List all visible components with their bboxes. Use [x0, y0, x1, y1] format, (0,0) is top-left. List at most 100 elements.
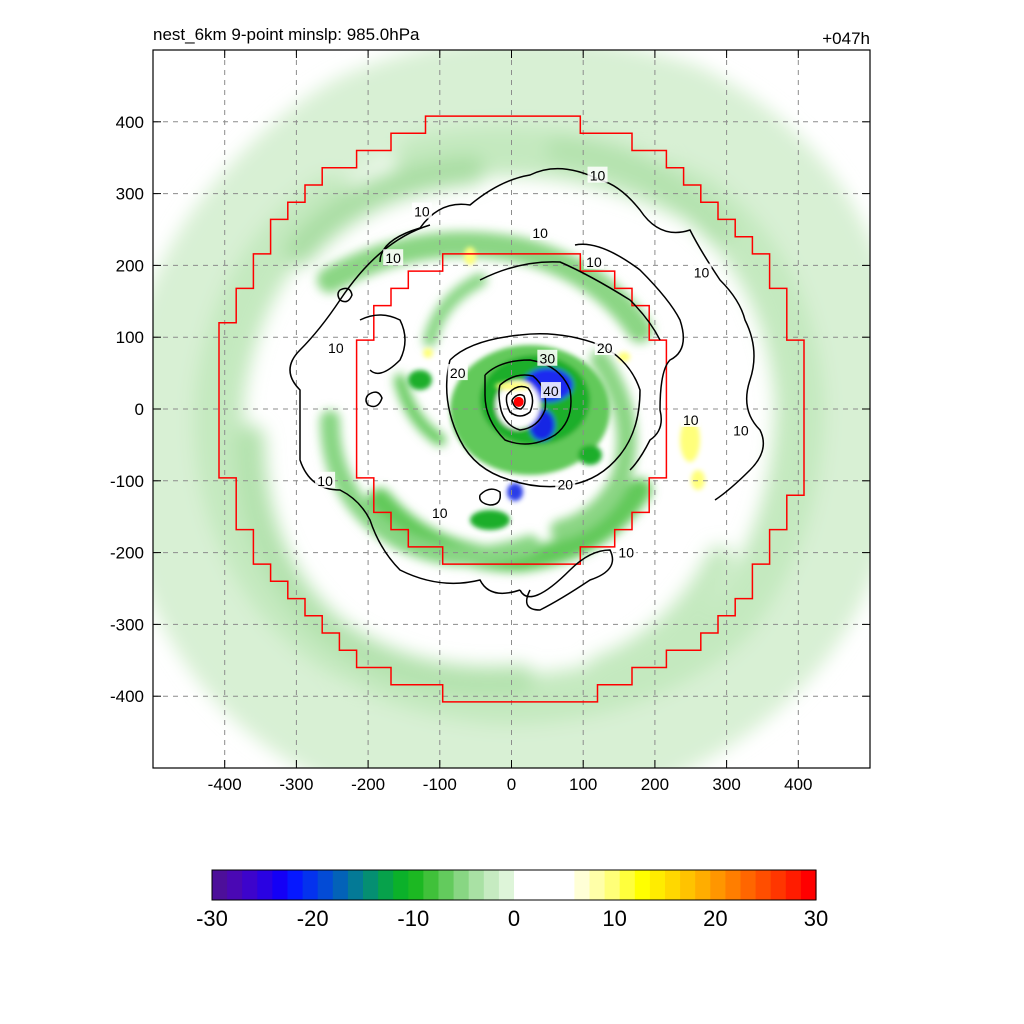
- colorbar-swatch: [740, 870, 757, 900]
- x-axis-tick-labels: -400 -300 -200 -100 0 100 200 300 400: [208, 775, 813, 794]
- colorbar-frame: [211, 869, 817, 901]
- contour-label-bg: [383, 249, 404, 266]
- colorbar-swatch: [257, 870, 273, 900]
- contour-label-bg: [530, 224, 551, 241]
- y-tick-label: 200: [116, 256, 144, 275]
- contour-label: 20: [557, 476, 573, 492]
- contour-10-lower: [519, 549, 614, 611]
- contour-label: 10: [317, 473, 333, 489]
- y-tick-label: 0: [135, 400, 144, 419]
- contour-label-bg: [325, 338, 346, 355]
- axis-ticks: [153, 50, 870, 768]
- y-tick-label: 100: [116, 328, 144, 347]
- contour-label: 10: [432, 505, 448, 521]
- colorbar-swatch: [393, 870, 409, 900]
- inner-nest-boundary: [355, 253, 668, 565]
- colorbar-swatch: [272, 870, 289, 900]
- colorbar-swatch: [242, 870, 258, 900]
- colorbar: [211, 869, 817, 901]
- contour-label: 10: [385, 250, 401, 266]
- colorbar-label: -20: [297, 906, 329, 931]
- y-tick-label: -300: [110, 615, 144, 634]
- contour-10-center: [479, 261, 661, 341]
- colorbar-swatch: [287, 870, 304, 900]
- center-dot: [513, 396, 524, 407]
- contour-label: 10: [694, 265, 710, 281]
- contour-label-bg: [447, 364, 468, 381]
- colorbar-label: 20: [703, 906, 727, 931]
- contour-label-bg: [730, 421, 751, 438]
- contour-label: 20: [450, 365, 466, 381]
- x-tick-label: 0: [507, 775, 516, 794]
- contour-label: 10: [618, 545, 634, 561]
- colorbar-label: -10: [397, 906, 429, 931]
- colorbar-swatch: [649, 870, 666, 900]
- contour-label-bg: [429, 504, 450, 521]
- contour-inner-1: [505, 385, 534, 417]
- colorbar-swatch: [363, 870, 379, 900]
- x-tick-label: 300: [712, 775, 740, 794]
- contour-10-left: [289, 224, 521, 595]
- contour-20: [445, 333, 641, 488]
- x-tick-label: -400: [208, 775, 242, 794]
- colorbar-swatch: [302, 870, 319, 900]
- colorbar-swatch: [438, 870, 455, 900]
- colorbar-label: -30: [196, 906, 228, 931]
- contour-label: 10: [586, 254, 602, 270]
- y-tick-label: -100: [110, 472, 144, 491]
- contour-label: 10: [328, 340, 344, 356]
- contour-label: 10: [414, 204, 430, 220]
- colorbar-swatch: [680, 870, 696, 900]
- colorbar-swatch: [408, 870, 424, 900]
- colorbar-swatch: [800, 870, 817, 900]
- contour-10-right: [574, 243, 685, 471]
- colorbar-swatch: [483, 870, 500, 900]
- y-tick-label: 400: [116, 113, 144, 132]
- colorbar-label: 0: [508, 906, 520, 931]
- contour-loop-1: [478, 488, 502, 506]
- contour-label: 30: [540, 351, 556, 367]
- colorbar-swatch: [785, 870, 802, 900]
- x-tick-label: -100: [423, 775, 457, 794]
- x-tick-label: -200: [351, 775, 385, 794]
- contour-label-bg: [680, 410, 701, 427]
- contour-40: [498, 374, 547, 431]
- colorbar-swatch: [604, 870, 621, 900]
- outer-nest-boundary: [218, 115, 805, 703]
- contour-inner-2: [511, 393, 526, 410]
- contour-label: 10: [590, 168, 606, 184]
- contour-label: 10: [683, 412, 699, 428]
- colorbar-swatch: [529, 870, 545, 900]
- colorbar-swatch: [498, 870, 515, 900]
- y-tick-label: -200: [110, 544, 144, 563]
- colorbar-swatch: [755, 870, 772, 900]
- contour-label: 10: [532, 225, 548, 241]
- x-tick-label: -300: [279, 775, 313, 794]
- colorbar-swatch: [770, 870, 787, 900]
- x-tick-label: 100: [569, 775, 597, 794]
- contour-loop-2: [337, 287, 353, 303]
- chart-title-right: +047h: [822, 29, 870, 48]
- colorbar-swatch: [212, 870, 228, 900]
- contour-label-bg: [587, 166, 608, 183]
- colorbar-swatch: [317, 870, 334, 900]
- contour-label-bg: [594, 338, 615, 355]
- colorbar-label: 30: [804, 906, 828, 931]
- colorbar-swatch: [544, 870, 560, 900]
- shaded-field: [153, 50, 870, 768]
- colorbar-swatch: [227, 870, 243, 900]
- nest-boundaries: [218, 115, 805, 703]
- colorbar-swatch: [468, 870, 485, 900]
- contour-label-bg: [616, 543, 637, 560]
- contour-30: [484, 359, 572, 445]
- contour-label-bg: [691, 263, 712, 280]
- colorbar-tick-labels: -30 -20 -10 0 10 20 30: [196, 906, 828, 931]
- y-axis-tick-labels: 400 300 200 100 0 -100 -200 -300 -400: [110, 113, 144, 706]
- contour-20-inner: [359, 314, 406, 375]
- contour-label: 10: [733, 423, 749, 439]
- colorbar-swatch: [710, 870, 726, 900]
- contour-label-bg: [555, 475, 576, 492]
- contour-label-bg: [315, 471, 336, 488]
- colorbar-swatch: [634, 870, 651, 900]
